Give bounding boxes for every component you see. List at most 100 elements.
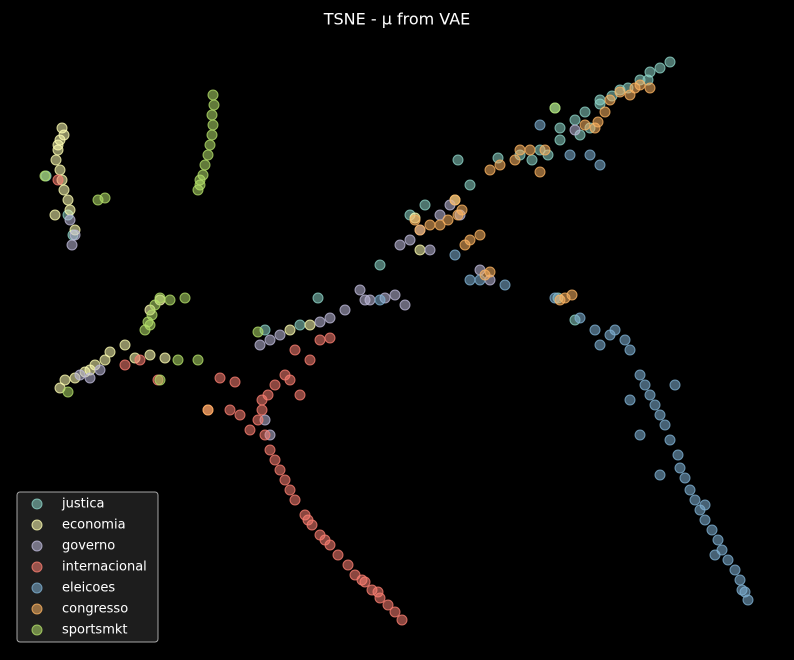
point [269, 454, 281, 466]
point [579, 106, 591, 118]
point [202, 149, 214, 161]
point [589, 324, 601, 336]
point [284, 324, 296, 336]
point [742, 594, 754, 606]
point [314, 334, 326, 346]
point [94, 364, 106, 376]
point [134, 354, 146, 366]
point [284, 374, 296, 386]
legend: justica economia governo internacional eleic… [16, 491, 159, 643]
point [214, 372, 226, 384]
legend-marker [31, 582, 43, 594]
point [604, 94, 616, 106]
point [99, 354, 111, 366]
legend-label: governo [62, 539, 115, 554]
point [289, 494, 301, 506]
point [206, 109, 218, 121]
point [509, 154, 521, 166]
legend-marker [31, 603, 43, 615]
point [609, 324, 621, 336]
point [254, 339, 266, 351]
point [524, 144, 536, 156]
point [154, 374, 166, 386]
point [119, 339, 131, 351]
point [208, 99, 220, 111]
point [206, 129, 218, 141]
point [374, 259, 386, 271]
point [399, 299, 411, 311]
legend-marker [31, 561, 43, 573]
point [372, 586, 384, 598]
point [549, 102, 561, 114]
point [499, 279, 511, 291]
point [479, 269, 491, 281]
point [92, 194, 104, 206]
point [144, 349, 156, 361]
point [464, 179, 476, 191]
legend-label: economia [62, 518, 126, 533]
point [382, 599, 394, 611]
point [289, 344, 301, 356]
point [164, 294, 176, 306]
point [539, 144, 551, 156]
point [484, 164, 496, 176]
point [584, 149, 596, 161]
point [639, 379, 651, 391]
point [629, 82, 641, 94]
point [654, 469, 666, 481]
point [64, 214, 76, 226]
point [144, 319, 156, 331]
point [684, 484, 696, 496]
point [712, 534, 724, 546]
point [594, 339, 606, 351]
legend-label: eleicoes [62, 581, 115, 596]
point [294, 319, 306, 331]
point [356, 574, 368, 586]
point [389, 289, 401, 301]
point [414, 244, 426, 256]
point [654, 62, 666, 74]
point [554, 122, 566, 134]
point [264, 334, 276, 346]
point [179, 292, 191, 304]
point [554, 134, 566, 146]
point [234, 409, 246, 421]
point [224, 404, 236, 416]
point [414, 224, 426, 236]
point [664, 56, 676, 68]
point [264, 444, 276, 456]
point [452, 209, 464, 221]
point [699, 499, 711, 511]
point [579, 119, 591, 131]
legend-marker [31, 540, 43, 552]
point [319, 534, 331, 546]
point [58, 184, 70, 196]
point [252, 326, 264, 338]
point [39, 170, 51, 182]
point [304, 319, 316, 331]
point [256, 394, 268, 406]
point [672, 449, 684, 461]
point [592, 116, 604, 128]
point [159, 352, 171, 364]
point [252, 414, 264, 426]
point [464, 274, 476, 286]
point [172, 354, 184, 366]
point [389, 606, 401, 618]
point [474, 229, 486, 241]
point [734, 574, 746, 586]
legend-marker [31, 624, 43, 636]
point [49, 209, 61, 221]
point [342, 559, 354, 571]
point [69, 229, 81, 241]
point [624, 344, 636, 356]
point [52, 174, 64, 186]
point [259, 429, 271, 441]
point [679, 472, 691, 484]
point [464, 234, 476, 246]
points [39, 56, 754, 626]
point [62, 386, 74, 398]
point [274, 464, 286, 476]
